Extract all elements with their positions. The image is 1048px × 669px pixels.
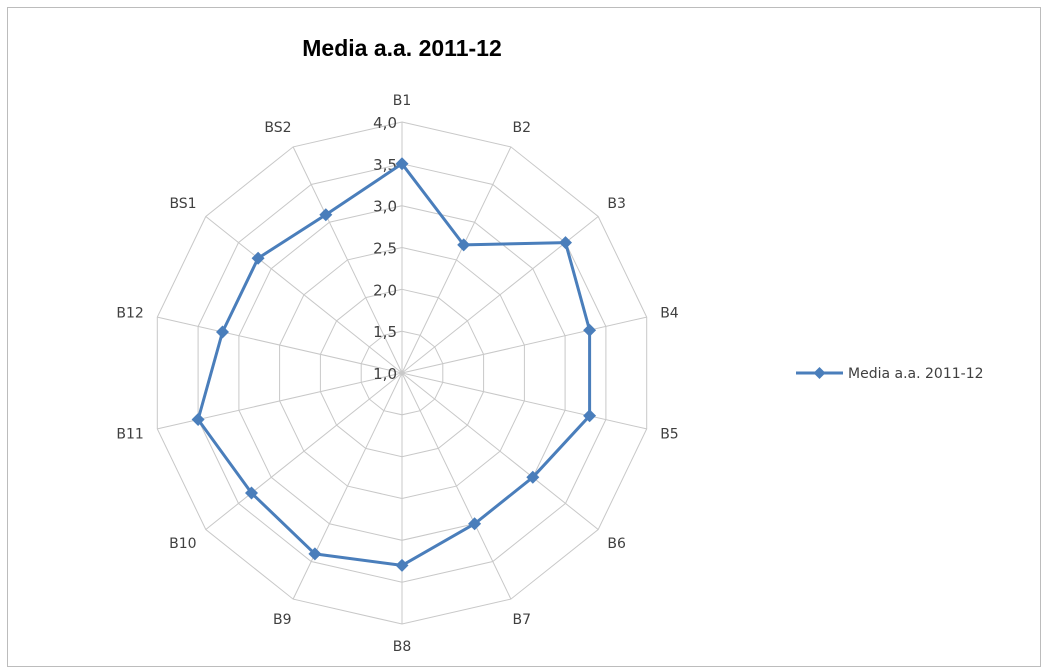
spoke-b10 — [205, 372, 403, 530]
tick-label: 2,5 — [373, 240, 397, 258]
radial-axis-ticks: 1,0 1,5 2,0 2,5 3,0 3,5 4,0 — [373, 114, 397, 383]
category-label-b2: B2 — [513, 120, 532, 136]
data-point-b4 — [583, 323, 597, 337]
data-point-b12 — [216, 325, 229, 339]
category-label-bs2: BS2 — [264, 120, 291, 136]
spoke-b2 — [401, 146, 512, 374]
category-label-b6: B6 — [607, 536, 626, 552]
data-point-b3 — [559, 236, 572, 250]
spoke-b7 — [401, 372, 512, 600]
category-labels: B1 B2 B3 B4 B5 B6 B7 B8 B9 B10 B11 B12 BS1 BS2 — [116, 93, 678, 655]
category-label-b12: B12 — [116, 305, 143, 321]
category-label-b8: B8 — [393, 639, 412, 655]
tick-label: 3,0 — [373, 198, 397, 216]
spoke-bs2 — [292, 146, 403, 374]
data-point-bs2 — [319, 208, 333, 222]
chart-title: Media a.a. 2011-12 — [302, 35, 501, 61]
category-label-b11: B11 — [116, 427, 143, 443]
radar-chart: Media a.a. 2011-12 1,0 1,5 2,0 2,5 3,0 3,5 4,0… — [116, 35, 984, 655]
data-point-b8 — [395, 558, 409, 572]
tick-label: 3,5 — [373, 156, 397, 174]
category-label-b5: B5 — [660, 427, 679, 443]
spoke-b9 — [292, 372, 403, 600]
data-point-b9 — [308, 547, 322, 561]
data-point-b5 — [583, 409, 597, 423]
spoke-bs1 — [205, 216, 403, 374]
data-point-b1 — [395, 157, 409, 171]
data-series — [191, 157, 597, 572]
chart-area: Media a.a. 2011-12 1,0 1,5 2,0 2,5 3,0 3,5 4,0… — [7, 7, 1041, 667]
legend: Media a.a. 2011-12 — [796, 366, 984, 382]
category-label-b4: B4 — [660, 305, 679, 321]
data-point-b11 — [191, 413, 205, 426]
spoke-b6 — [401, 372, 599, 530]
category-label-b7: B7 — [513, 612, 532, 628]
category-label-b10: B10 — [169, 536, 196, 552]
radar-spokes — [157, 122, 647, 624]
category-label-b1: B1 — [393, 93, 412, 109]
data-point-b6 — [526, 470, 540, 484]
tick-label: 1,0 — [373, 365, 397, 383]
spoke-b4 — [401, 316, 647, 374]
tick-label: 4,0 — [373, 114, 397, 132]
data-point-b2 — [457, 238, 471, 252]
category-label-b9: B9 — [273, 612, 292, 628]
data-point-b10 — [245, 486, 258, 500]
legend-marker — [813, 367, 826, 379]
spoke-b5 — [401, 372, 647, 430]
spoke-b12 — [157, 316, 403, 374]
data-point-bs1 — [251, 251, 265, 265]
tick-label: 1,5 — [373, 323, 397, 341]
legend-entry-label: Media a.a. 2011-12 — [848, 366, 984, 382]
category-label-b3: B3 — [607, 196, 626, 212]
tick-label: 2,0 — [373, 281, 397, 299]
category-label-bs1: BS1 — [169, 196, 196, 212]
data-point-b7 — [468, 517, 482, 531]
